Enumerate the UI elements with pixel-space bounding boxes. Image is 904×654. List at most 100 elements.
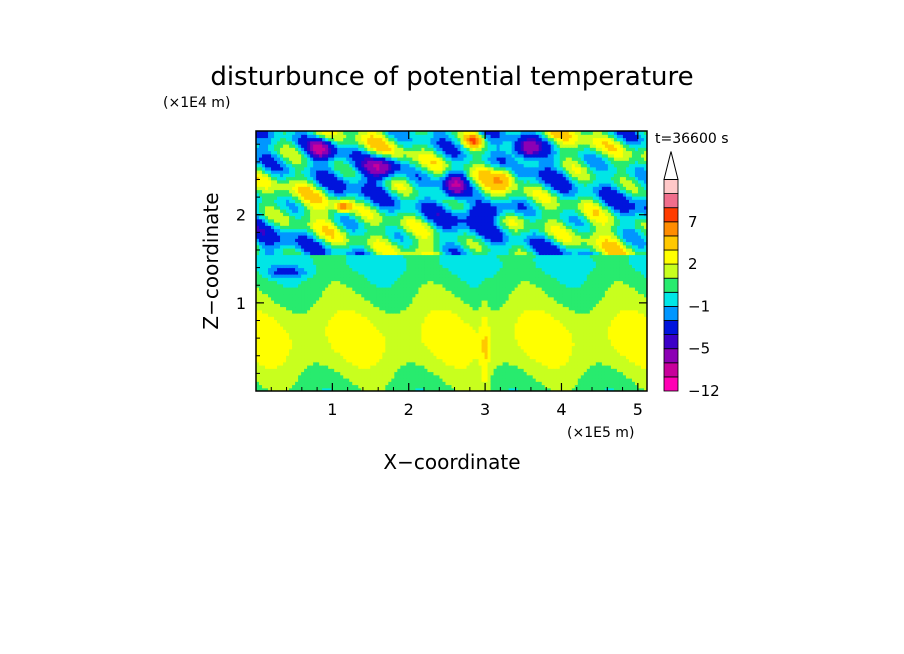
contour-cell [361, 166, 365, 171]
contour-cell [340, 300, 344, 304]
contour-cell [343, 192, 347, 197]
contour-cell [379, 170, 383, 174]
contour-cell [421, 251, 426, 256]
contour-cell [409, 355, 413, 360]
contour-cell [358, 339, 362, 343]
contour-cell [433, 218, 438, 223]
contour-cell [280, 163, 284, 168]
contour-cell [433, 313, 438, 317]
contour-cell [376, 248, 380, 252]
contour-cell [346, 348, 350, 353]
contour-cell [259, 365, 263, 369]
contour-cell [400, 218, 404, 223]
contour-cell [346, 322, 350, 327]
contour-cell [301, 365, 305, 369]
contour-cell [262, 186, 266, 191]
contour-cell [355, 283, 359, 288]
contour-cell [274, 322, 278, 327]
contour-cell [313, 134, 317, 139]
contour-cell [364, 374, 368, 379]
contour-cell [358, 140, 362, 145]
contour-cell [295, 147, 299, 152]
contour-cell [436, 374, 441, 379]
contour-cell [340, 144, 344, 148]
contour-cell [316, 306, 320, 311]
contour-cell [358, 345, 362, 350]
contour-cell [406, 251, 410, 256]
contour-cell [358, 166, 362, 171]
contour-cell [268, 287, 272, 291]
contour-cell [397, 238, 401, 243]
contour-cell [343, 134, 347, 139]
contour-cell [331, 368, 335, 373]
contour-cell [334, 361, 338, 366]
contour-cell [313, 131, 317, 135]
contour-cell [418, 306, 423, 311]
contour-cell [262, 339, 266, 343]
contour-cell [349, 342, 353, 347]
contour-cell [364, 290, 368, 295]
contour-cell [382, 173, 386, 178]
contour-cell [295, 131, 299, 135]
contour-cell [319, 261, 323, 265]
contour-cell [394, 192, 398, 197]
contour-cell [391, 241, 395, 246]
contour-cell [391, 131, 395, 135]
contour-cell [337, 296, 341, 301]
contour-cell [259, 374, 263, 379]
contour-cell [292, 254, 296, 259]
contour-cell [367, 287, 371, 291]
contour-cell [322, 361, 326, 366]
contour-cell [406, 261, 410, 265]
contour-cell [370, 339, 374, 343]
contour-cell [277, 335, 281, 340]
contour-cell [280, 205, 284, 210]
contour-cell [337, 228, 341, 233]
contour-cell [361, 248, 365, 252]
contour-cell [388, 173, 392, 178]
contour-cell [373, 241, 377, 246]
contour-cell [406, 222, 410, 226]
contour-cell [295, 244, 299, 249]
contour-cell [421, 222, 426, 226]
contour-cell [364, 348, 368, 353]
contour-cell [355, 290, 359, 295]
contour-cell [310, 192, 314, 197]
contour-cell [376, 345, 380, 350]
contour-cell [373, 280, 377, 285]
contour-cell [358, 173, 362, 178]
contour-cell [325, 274, 329, 278]
contour-cell [388, 267, 392, 272]
contour-cell [292, 345, 296, 350]
contour-cell [364, 283, 368, 288]
contour-cell [361, 238, 365, 243]
contour-cell [280, 290, 284, 295]
contour-cell [385, 368, 389, 373]
contour-cell [412, 287, 417, 291]
contour-cell [268, 212, 272, 217]
contour-cell [340, 140, 344, 145]
contour-cell [433, 231, 438, 236]
contour-cell [373, 365, 377, 369]
contour-cell [262, 300, 266, 304]
contour-cell [352, 186, 356, 191]
contour-cell [292, 192, 296, 197]
contour-cell [379, 235, 383, 239]
contour-cell [289, 319, 293, 324]
contour-cell [403, 335, 407, 340]
contour-cell [355, 257, 359, 262]
contour-cell [274, 144, 278, 148]
contour-cell [400, 293, 404, 298]
contour-cell [316, 202, 320, 207]
contour-cell [262, 378, 266, 382]
contour-cell [328, 355, 332, 360]
contour-cell [334, 280, 338, 285]
contour-cell [295, 176, 299, 181]
contour-cell [331, 345, 335, 350]
contour-cell [418, 183, 423, 187]
contour-cell [349, 371, 353, 376]
contour-cell [418, 231, 423, 236]
contour-cell [364, 384, 368, 389]
contour-cell [340, 358, 344, 363]
